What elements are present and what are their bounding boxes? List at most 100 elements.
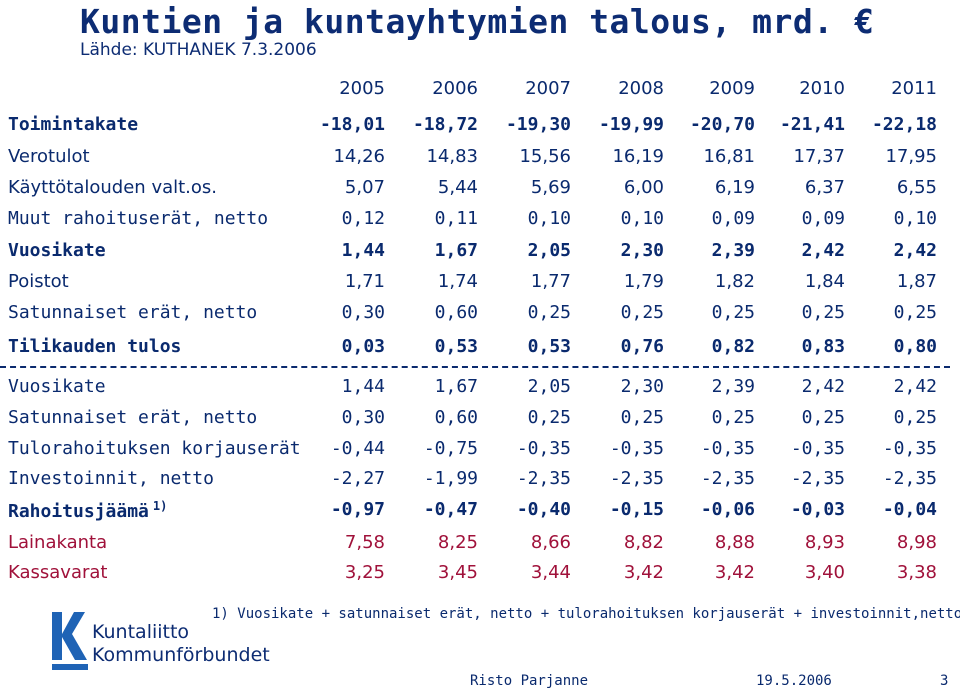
- logo-line-1: Kuntaliitto: [92, 621, 190, 643]
- table-cell: 0,12: [341, 208, 385, 229]
- table-cell: -22,18: [871, 114, 937, 135]
- table-cell: 3,44: [530, 562, 571, 583]
- table-cell: 2,42: [801, 376, 845, 397]
- table-cell: 1,82: [714, 271, 755, 292]
- table-cell: 16,81: [703, 146, 755, 167]
- table-cell: 7,58: [344, 532, 385, 553]
- row-label-text: Toimintakate: [8, 114, 139, 135]
- table-cell: -0,75: [423, 438, 478, 459]
- year-header-row: 2005 2006 2007 2008 2009 2010 2011: [0, 78, 960, 104]
- row-label-text: Satunnaiset erät, netto: [8, 407, 258, 428]
- row-label: Rahoitusjäämä 1): [8, 499, 167, 522]
- table-cell: 6,55: [896, 177, 937, 198]
- table-cell: 0,53: [434, 336, 478, 357]
- table-row: Lainakanta 7,58 8,25 8,66 8,82 8,88 8,93 8,98: [0, 532, 960, 558]
- table-cell: 3,42: [714, 562, 755, 583]
- table-cell: 2,42: [801, 240, 845, 261]
- table-row: Vuosikate 1,44 1,67 2,05 2,30 2,39 2,42 2,42: [0, 376, 960, 402]
- table-cell: 3,45: [437, 562, 478, 583]
- table-cell: 2,05: [527, 376, 571, 397]
- page-title: Kuntien ja kuntayhtymien talous, mrd. €: [80, 2, 875, 41]
- table-cell: 0,09: [801, 208, 845, 229]
- table-cell: 2,39: [711, 376, 755, 397]
- table-cell: 0,30: [341, 407, 385, 428]
- year-header-cell: 2011: [891, 78, 937, 99]
- table-cell: 3,40: [804, 562, 845, 583]
- row-label-text: Kassavarat: [8, 562, 108, 583]
- row-label: Poistot: [8, 271, 69, 292]
- table-cell: 1,79: [623, 271, 664, 292]
- logo-text: Kuntaliitto Kommunförbundet: [92, 621, 270, 667]
- table-cell: -1,99: [423, 468, 478, 489]
- table-cell: 2,30: [620, 240, 664, 261]
- table-cell: 0,09: [711, 208, 755, 229]
- table-cell: 6,00: [623, 177, 664, 198]
- table-cell: 0,10: [527, 208, 571, 229]
- table-row: Kassavarat 3,25 3,45 3,44 3,42 3,42 3,40 3,38: [0, 562, 960, 588]
- table-cell: 0,80: [893, 336, 937, 357]
- table-row: Tulorahoituksen korjauserät -0,44 -0,75 -0,…: [0, 438, 960, 464]
- table-row: Satunnaiset erät, netto 0,30 0,60 0,25 0,25 0…: [0, 302, 960, 328]
- table-row: Investoinnit, netto -2,27 -1,99 -2,35 -2,35 -…: [0, 468, 960, 494]
- table-cell: 1,67: [434, 376, 478, 397]
- row-label-text: Investoinnit, netto: [8, 468, 214, 489]
- table-cell: -0,35: [790, 438, 845, 459]
- table-cell: -2,27: [330, 468, 385, 489]
- table-cell: 0,25: [620, 407, 664, 428]
- row-label: Satunnaiset erät, netto: [8, 302, 257, 323]
- table-cell: 0,10: [893, 208, 937, 229]
- row-label-text: Satunnaiset erät, netto: [8, 302, 258, 323]
- row-label-text: Lainakanta: [8, 532, 108, 553]
- table-cell: 0,25: [893, 302, 937, 323]
- table-cell: 1,44: [341, 376, 385, 397]
- table-cell: 0,25: [711, 302, 755, 323]
- table-cell: 0,83: [801, 336, 845, 357]
- table-cell: -19,30: [505, 114, 571, 135]
- row-label: Investoinnit, netto: [8, 468, 214, 489]
- table-cell: 0,25: [527, 407, 571, 428]
- row-label: Käyttötalouden valt.os.: [8, 177, 217, 198]
- footer-page-number: 3: [940, 673, 949, 689]
- table-cell: 5,07: [344, 177, 385, 198]
- table-cell: 1,44: [341, 240, 385, 261]
- table-cell: 0,82: [711, 336, 755, 357]
- table-cell: 0,30: [341, 302, 385, 323]
- table-cell: 1,74: [437, 271, 478, 292]
- table-cell: 2,39: [711, 240, 755, 261]
- table-cell: 3,25: [344, 562, 385, 583]
- table-row: Poistot 1,71 1,74 1,77 1,79 1,82 1,84 1,87: [0, 271, 960, 297]
- table-cell: -0,35: [609, 438, 664, 459]
- table-cell: -2,35: [516, 468, 571, 489]
- table-row: Satunnaiset erät, netto 0,30 0,60 0,25 0,25 0…: [0, 407, 960, 433]
- table-cell: 8,25: [437, 532, 478, 553]
- row-label: Satunnaiset erät, netto: [8, 407, 257, 428]
- table-row: Käyttötalouden valt.os. 5,07 5,44 5,69 6,00 6…: [0, 177, 960, 203]
- year-header-cell: 2005: [339, 78, 385, 99]
- table-cell: 0,60: [434, 302, 478, 323]
- table-cell: -19,99: [598, 114, 664, 135]
- table-row: Tilikauden tulos 0,03 0,53 0,53 0,76 0,82 0,83…: [0, 336, 960, 362]
- table-cell: -2,35: [882, 468, 937, 489]
- table-cell: -0,04: [882, 499, 937, 520]
- table-cell: -18,01: [319, 114, 385, 135]
- table-cell: 1,71: [344, 271, 385, 292]
- table-row: Vuosikate 1,44 1,67 2,05 2,30 2,39 2,42 2,42: [0, 240, 960, 266]
- row-label-text: Vuosikate: [8, 376, 106, 397]
- table-cell: -0,35: [700, 438, 755, 459]
- row-label-text: Käyttötalouden valt.os.: [8, 177, 218, 198]
- footer-date: 19.5.2006: [756, 673, 832, 689]
- table-cell: -0,35: [882, 438, 937, 459]
- table-cell: -0,40: [516, 499, 571, 520]
- table-row: Toimintakate -18,01 -18,72 -19,30 -19,99 -20,…: [0, 114, 960, 140]
- row-label-text: Tulorahoituksen korjauserät: [8, 438, 301, 459]
- table-cell: 8,82: [623, 532, 664, 553]
- table-cell: 2,05: [527, 240, 571, 261]
- table-cell: 8,66: [530, 532, 571, 553]
- table-cell: 0,25: [801, 302, 845, 323]
- row-label: Tilikauden tulos: [8, 336, 181, 357]
- table-cell: 0,10: [620, 208, 664, 229]
- table-cell: 1,77: [530, 271, 571, 292]
- row-label: Lainakanta: [8, 532, 107, 553]
- row-label: Tulorahoituksen korjauserät: [8, 438, 301, 459]
- table-cell: -18,72: [412, 114, 478, 135]
